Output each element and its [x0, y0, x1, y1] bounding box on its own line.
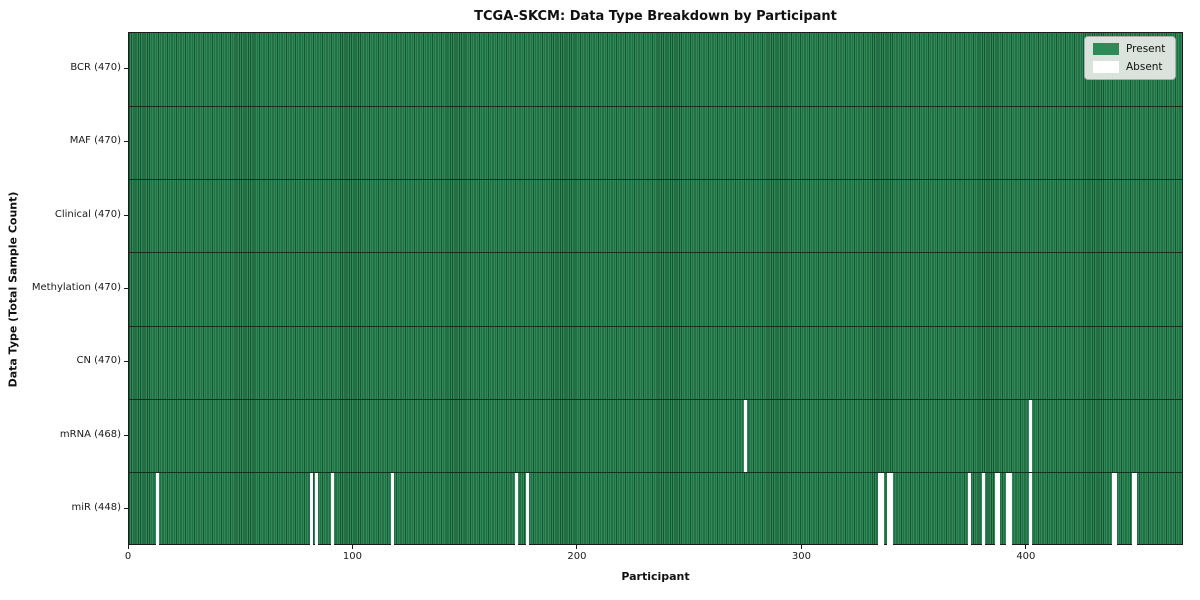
absent-marker-mRNA-274 — [743, 400, 747, 473]
plot-area — [128, 32, 1183, 546]
y-tick-label-Clinical: Clinical (470) — [54, 208, 121, 220]
absent-marker-miR-117 — [391, 473, 395, 546]
y-tick-mark-miR — [124, 507, 128, 509]
absent-marker-miR-335 — [880, 473, 884, 546]
x-tick-mark-100 — [351, 545, 353, 549]
row-separator — [129, 398, 1182, 400]
x-tick-mark-200 — [576, 545, 578, 549]
y-tick-mark-Clinical — [124, 214, 128, 216]
x-tick-label-200: 200 — [567, 551, 587, 562]
absent-marker-miR-177 — [525, 473, 529, 546]
absent-marker-miR-401 — [1028, 473, 1032, 546]
chart-title: TCGA-SKCM: Data Type Breakdown by Partic… — [474, 9, 837, 24]
y-tick-label-Methylation: Methylation (470) — [31, 282, 121, 293]
y-tick-label-miR: miR (448) — [71, 501, 121, 513]
absent-marker-miR-81 — [310, 473, 314, 546]
absent-marker-miR-338 — [887, 473, 891, 546]
absent-marker-miR-387 — [997, 473, 1001, 546]
absent-marker-miR-439 — [1114, 473, 1117, 546]
absent-marker-miR-90 — [330, 473, 334, 546]
absent-swatch — [1093, 61, 1119, 73]
x-tick-label-100: 100 — [342, 551, 362, 562]
row-separator — [129, 105, 1182, 107]
legend-label-absent: Absent — [1126, 61, 1163, 73]
y-tick-label-mRNA: mRNA (468) — [59, 428, 121, 440]
absent-marker-miR-391 — [1006, 473, 1010, 546]
x-tick-label-300: 300 — [791, 551, 811, 562]
absent-marker-miR-83 — [314, 473, 318, 546]
absent-marker-miR-386 — [995, 473, 999, 546]
row-separator — [129, 179, 1182, 181]
absent-marker-miR-438 — [1111, 473, 1115, 546]
absent-marker-miR-374 — [968, 473, 972, 546]
absent-marker-miR-380 — [981, 473, 985, 546]
legend: Present Absent — [1084, 36, 1176, 80]
absent-marker-miR-448 — [1134, 473, 1138, 546]
absent-marker-miR-172 — [514, 473, 518, 546]
absent-marker-miR-339 — [889, 473, 893, 546]
legend-label-present: Present — [1126, 43, 1166, 55]
y-tick-mark-BCR — [124, 68, 128, 70]
y-tick-label-MAF: MAF (470) — [69, 135, 121, 147]
y-tick-mark-mRNA — [124, 434, 128, 436]
legend-item-absent: Absent — [1093, 61, 1167, 73]
legend-item-present: Present — [1093, 43, 1167, 55]
x-axis-label: Participant — [621, 570, 690, 583]
y-tick-mark-CN — [124, 361, 128, 363]
present-swatch — [1093, 43, 1119, 55]
y-tick-label-BCR: BCR (470) — [70, 62, 121, 74]
x-tick-label-400: 400 — [1016, 551, 1036, 562]
absent-marker-miR-447 — [1132, 473, 1135, 546]
x-tick-mark-0 — [127, 545, 129, 549]
row-separator — [129, 252, 1182, 254]
absent-marker-miR-392 — [1008, 473, 1012, 546]
y-tick-label-CN: CN (470) — [76, 355, 121, 367]
x-tick-label-0: 0 — [124, 551, 132, 562]
row-separator — [129, 325, 1182, 327]
y-tick-mark-Methylation — [124, 288, 128, 289]
y-tick-mark-MAF — [124, 141, 128, 143]
absent-marker-miR-12 — [155, 473, 159, 546]
row-separator — [129, 472, 1182, 474]
x-tick-mark-400 — [1025, 545, 1027, 549]
absent-marker-mRNA-401 — [1028, 400, 1032, 473]
x-tick-mark-300 — [800, 545, 802, 549]
absent-marker-miR-334 — [878, 473, 882, 546]
